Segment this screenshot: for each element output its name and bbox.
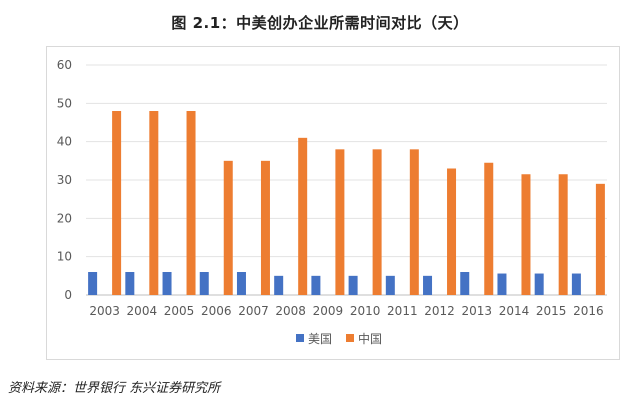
legend: 美国 中国 xyxy=(296,331,382,346)
y-tick-label: 60 xyxy=(57,58,72,72)
y-axis-ticks: 0 10 20 30 40 50 60 xyxy=(57,58,72,302)
x-tick-label: 2015 xyxy=(536,304,567,318)
bar-us-2006 xyxy=(199,272,209,295)
bar-us-2007 xyxy=(236,272,246,295)
y-tick-label: 10 xyxy=(57,250,72,264)
bar-us-2003 xyxy=(88,272,98,295)
x-tick-label: 2016 xyxy=(573,304,604,318)
grid-lines xyxy=(86,64,607,296)
y-tick-label: 0 xyxy=(64,288,72,302)
bar-cn-2005 xyxy=(186,111,196,295)
legend-swatch-cn xyxy=(346,334,354,342)
bar-us-2010 xyxy=(348,275,358,295)
x-tick-label: 2004 xyxy=(127,304,158,318)
legend-label-us: 美国 xyxy=(308,332,332,346)
bar-us-2016 xyxy=(571,273,581,295)
x-tick-label: 2005 xyxy=(164,304,195,318)
bar-us-2005 xyxy=(162,272,172,295)
y-tick-label: 20 xyxy=(57,211,72,225)
bar-us-2014 xyxy=(497,273,507,295)
x-tick-label: 2008 xyxy=(275,304,306,318)
x-tick-label: 2009 xyxy=(313,304,344,318)
x-tick-label: 2014 xyxy=(499,304,530,318)
x-tick-label: 2007 xyxy=(238,304,269,318)
x-tick-label: 2012 xyxy=(424,304,455,318)
y-tick-label: 50 xyxy=(57,96,72,110)
bar-us-2015 xyxy=(534,273,544,295)
x-tick-label: 2006 xyxy=(201,304,232,318)
bar-cn-2007 xyxy=(260,160,270,295)
bar-cn-2008 xyxy=(298,137,308,295)
bar-us-2012 xyxy=(423,275,433,295)
x-tick-label: 2003 xyxy=(89,304,120,318)
bar-us-2013 xyxy=(460,272,470,295)
bar-us-2004 xyxy=(125,272,135,295)
bar-cn-2013 xyxy=(484,162,494,295)
bar-us-2008 xyxy=(274,275,284,295)
x-axis-ticks: 2003 2004 2005 2006 2007 2008 2009 2010 2011 2012… xyxy=(89,304,603,318)
bar-cn-2012 xyxy=(447,168,457,295)
legend-label-cn: 中国 xyxy=(358,331,382,346)
y-tick-label: 40 xyxy=(57,135,72,149)
bar-cn-2014 xyxy=(521,174,531,295)
bar-cn-2016 xyxy=(595,183,605,295)
x-tick-label: 2010 xyxy=(350,304,381,318)
bar-cn-2015 xyxy=(558,174,568,295)
x-tick-label: 2013 xyxy=(461,304,492,318)
bar-cn-2003 xyxy=(112,111,122,295)
bar-cn-2004 xyxy=(149,111,159,295)
y-tick-label: 30 xyxy=(57,173,72,187)
chart-frame xyxy=(46,46,620,360)
bar-cn-2011 xyxy=(409,149,419,295)
bars xyxy=(88,111,605,295)
bar-cn-2009 xyxy=(335,149,345,295)
chart-title: 图 2.1：中美创办企业所需时间对比（天） xyxy=(171,14,469,32)
bar-cn-2010 xyxy=(372,149,382,295)
legend-swatch-us xyxy=(296,334,304,342)
source-note: 资料来源：世界银行 东兴证券研究所 xyxy=(8,381,221,396)
bar-cn-2006 xyxy=(223,160,233,295)
bar-us-2011 xyxy=(385,275,395,295)
x-tick-label: 2011 xyxy=(387,304,418,318)
bar-us-2009 xyxy=(311,275,321,295)
